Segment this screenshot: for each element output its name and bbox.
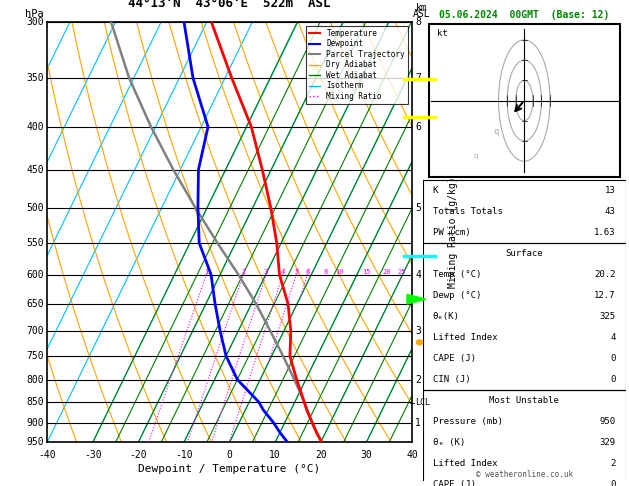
Text: 329: 329 xyxy=(599,438,616,447)
Text: 20.2: 20.2 xyxy=(594,270,616,279)
Text: 600: 600 xyxy=(26,270,44,279)
Text: 5: 5 xyxy=(294,269,298,275)
Text: 20: 20 xyxy=(382,269,391,275)
Text: Lifted Index: Lifted Index xyxy=(433,333,498,342)
Text: 05.06.2024  00GMT  (Base: 12): 05.06.2024 00GMT (Base: 12) xyxy=(439,10,610,19)
Text: Lifted Index: Lifted Index xyxy=(433,459,498,469)
Text: 3: 3 xyxy=(264,269,268,275)
Text: 1.63: 1.63 xyxy=(594,228,616,237)
Text: Surface: Surface xyxy=(506,249,543,258)
Text: CIN (J): CIN (J) xyxy=(433,375,470,384)
Text: 850: 850 xyxy=(26,397,44,407)
Text: 1: 1 xyxy=(415,417,421,428)
Text: hPa: hPa xyxy=(25,9,44,19)
Text: 4: 4 xyxy=(281,269,285,275)
Text: PW (cm): PW (cm) xyxy=(433,228,470,237)
Text: 400: 400 xyxy=(26,122,44,132)
Text: 2: 2 xyxy=(241,269,245,275)
Text: © weatheronline.co.uk: © weatheronline.co.uk xyxy=(476,470,573,479)
Text: 12.7: 12.7 xyxy=(594,291,616,300)
Text: K: K xyxy=(433,186,438,194)
Text: 800: 800 xyxy=(26,375,44,384)
Text: 350: 350 xyxy=(26,73,44,83)
Text: 10: 10 xyxy=(335,269,344,275)
Text: 1: 1 xyxy=(204,269,208,275)
Bar xyxy=(423,179,626,243)
Text: 750: 750 xyxy=(26,351,44,361)
Text: km: km xyxy=(416,3,427,13)
Text: 8: 8 xyxy=(323,269,328,275)
Text: CAPE (J): CAPE (J) xyxy=(433,481,476,486)
Text: 0: 0 xyxy=(226,450,233,460)
Text: 44°13'N  43°06'E  522m  ASL: 44°13'N 43°06'E 522m ASL xyxy=(128,0,331,10)
Text: 550: 550 xyxy=(26,238,44,248)
Text: kt: kt xyxy=(437,29,448,38)
Text: 4: 4 xyxy=(610,333,616,342)
Text: LCL: LCL xyxy=(415,399,430,407)
Text: -10: -10 xyxy=(175,450,193,460)
Text: 6: 6 xyxy=(305,269,309,275)
Text: 450: 450 xyxy=(26,165,44,175)
Text: -40: -40 xyxy=(38,450,56,460)
Text: Dewpoint / Temperature (°C): Dewpoint / Temperature (°C) xyxy=(138,464,321,474)
Text: 950: 950 xyxy=(599,417,616,426)
Bar xyxy=(423,243,626,390)
Text: 15: 15 xyxy=(362,269,371,275)
Text: 10: 10 xyxy=(269,450,281,460)
Text: q: q xyxy=(494,127,499,136)
Text: 0: 0 xyxy=(610,354,616,363)
Text: 7: 7 xyxy=(415,73,421,83)
Text: 43: 43 xyxy=(605,207,616,216)
Text: 500: 500 xyxy=(26,203,44,213)
Text: Temp (°C): Temp (°C) xyxy=(433,270,481,279)
Text: 30: 30 xyxy=(360,450,372,460)
Text: 700: 700 xyxy=(26,326,44,336)
Text: ASL: ASL xyxy=(413,9,430,19)
Text: Dewp (°C): Dewp (°C) xyxy=(433,291,481,300)
Bar xyxy=(423,390,626,486)
Text: θₑ(K): θₑ(K) xyxy=(433,312,460,321)
Text: θₑ (K): θₑ (K) xyxy=(433,438,465,447)
Text: Totals Totals: Totals Totals xyxy=(433,207,503,216)
Text: Mixing Ratio (g/kg): Mixing Ratio (g/kg) xyxy=(448,176,458,288)
Text: 13: 13 xyxy=(605,186,616,194)
Text: 900: 900 xyxy=(26,417,44,428)
Text: q: q xyxy=(474,153,478,159)
Text: 25: 25 xyxy=(398,269,406,275)
Text: CAPE (J): CAPE (J) xyxy=(433,354,476,363)
Text: 325: 325 xyxy=(599,312,616,321)
Bar xyxy=(429,24,620,177)
Text: 5: 5 xyxy=(415,203,421,213)
Text: 8: 8 xyxy=(415,17,421,27)
Text: 20: 20 xyxy=(315,450,326,460)
Text: 2: 2 xyxy=(610,459,616,469)
Text: 950: 950 xyxy=(26,437,44,447)
Text: Pressure (mb): Pressure (mb) xyxy=(433,417,503,426)
Text: 0: 0 xyxy=(610,375,616,384)
Text: 300: 300 xyxy=(26,17,44,27)
Legend: Temperature, Dewpoint, Parcel Trajectory, Dry Adiabat, Wet Adiabat, Isotherm, Mi: Temperature, Dewpoint, Parcel Trajectory… xyxy=(306,26,408,104)
Text: -30: -30 xyxy=(84,450,102,460)
Text: 650: 650 xyxy=(26,299,44,309)
Text: 4: 4 xyxy=(415,270,421,279)
Text: 6: 6 xyxy=(415,122,421,132)
Text: 3: 3 xyxy=(415,326,421,336)
Text: Most Unstable: Most Unstable xyxy=(489,396,559,405)
Text: -20: -20 xyxy=(130,450,147,460)
Text: 0: 0 xyxy=(610,481,616,486)
Text: 40: 40 xyxy=(406,450,418,460)
Text: 2: 2 xyxy=(415,375,421,384)
